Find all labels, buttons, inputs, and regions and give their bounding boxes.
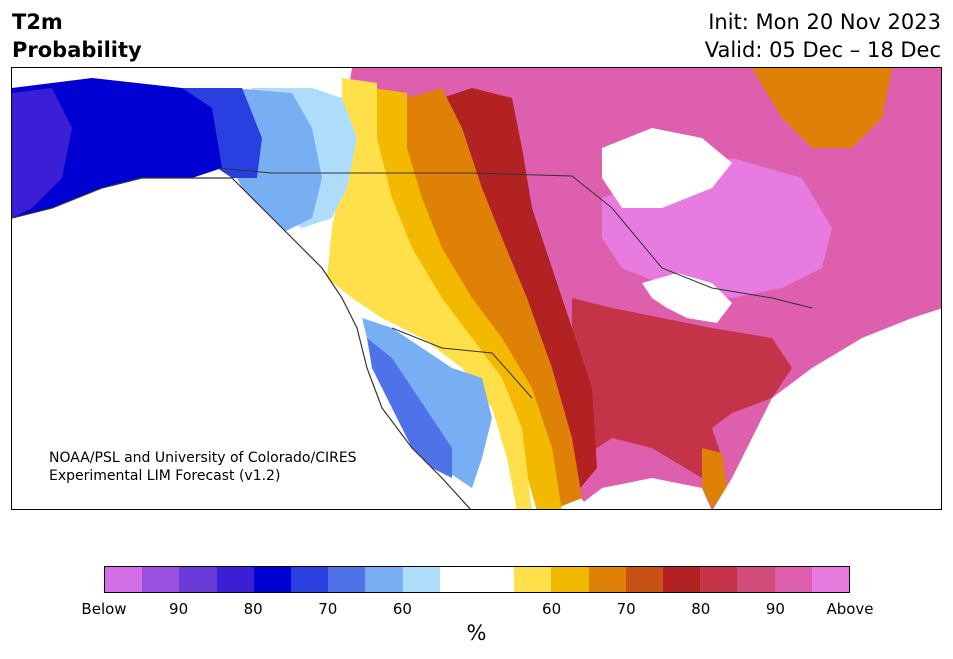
country-border-line	[216, 167, 813, 309]
pacific-ocean	[12, 178, 471, 509]
colorbar-segment	[439, 567, 478, 592]
colorbar-segment	[179, 567, 217, 592]
colorbar-unit: %	[466, 621, 487, 645]
colorbar-segment	[551, 567, 589, 592]
colorbar-tick-label: 60	[392, 600, 412, 618]
colorbar-segment	[588, 567, 626, 592]
forecast-dates: Init: Mon 20 Nov 2023 Valid: 05 Dec – 18…	[705, 8, 941, 64]
atlantic-ocean	[713, 308, 941, 509]
map-title: T2m Probability	[12, 8, 142, 64]
colorbar-segment	[402, 567, 440, 592]
colorbar-tick-label: 60	[542, 600, 562, 618]
title-line-2: Probability	[12, 38, 142, 62]
great-lakes	[642, 273, 732, 323]
colorbar-segment	[291, 567, 329, 592]
init-date: Init: Mon 20 Nov 2023	[708, 10, 941, 34]
colorbar-tick-label: Above	[826, 600, 874, 618]
probability-map	[12, 68, 941, 509]
land-alaska-west	[12, 88, 72, 218]
colorbar-tick-label: 70	[616, 600, 636, 618]
land-sw-blue	[362, 318, 492, 488]
us-mexico-border-line	[391, 327, 533, 399]
colorbar-segment	[105, 567, 143, 592]
colorbar-segment	[365, 567, 403, 592]
colorbar-segment	[328, 567, 366, 592]
land-sw-deep	[367, 338, 452, 478]
land-florida	[702, 448, 727, 508]
colorbar-segment	[477, 567, 515, 592]
colorbar-segment	[774, 567, 812, 592]
title-line-1: T2m	[12, 10, 63, 34]
land-southeast	[572, 298, 792, 478]
hudson-bay	[602, 128, 732, 208]
land-yellow	[327, 78, 532, 509]
colorbar-tick-label: 90	[169, 600, 189, 618]
colorbar-segment	[142, 567, 180, 592]
colorbar-tick-label: Below	[81, 600, 127, 618]
colorbar-segment	[811, 567, 850, 592]
colorbar-segment	[663, 567, 701, 592]
map-panel	[11, 67, 942, 510]
coastline	[12, 177, 471, 509]
colorbar-segment	[514, 567, 552, 592]
colorbar-segment	[737, 567, 775, 592]
colorbar-ticks: Below 90 80 70 60 60 70 80 90 Above	[81, 600, 873, 618]
colorbar-tick-label: 80	[243, 600, 263, 618]
colorbar-tick-label: 90	[765, 600, 785, 618]
credit-line-2: Experimental LIM Forecast (v1.2)	[49, 468, 281, 484]
credit-text: NOAA/PSL and University of Colorado/CIRE…	[49, 449, 357, 485]
land-greenland	[752, 68, 892, 148]
colorbar-segment	[253, 567, 292, 592]
colorbar-segment	[700, 567, 738, 592]
colorbar-tick-label: 80	[691, 600, 711, 618]
colorbar-tick-label: 70	[318, 600, 338, 618]
credit-line-1: NOAA/PSL and University of Colorado/CIRE…	[49, 450, 357, 466]
gulf-of-mexico	[574, 478, 712, 509]
colorbar-segment	[216, 567, 254, 592]
colorbar	[104, 566, 850, 593]
valid-range: Valid: 05 Dec – 18 Dec	[704, 38, 941, 62]
colorbar-segment	[625, 567, 664, 592]
